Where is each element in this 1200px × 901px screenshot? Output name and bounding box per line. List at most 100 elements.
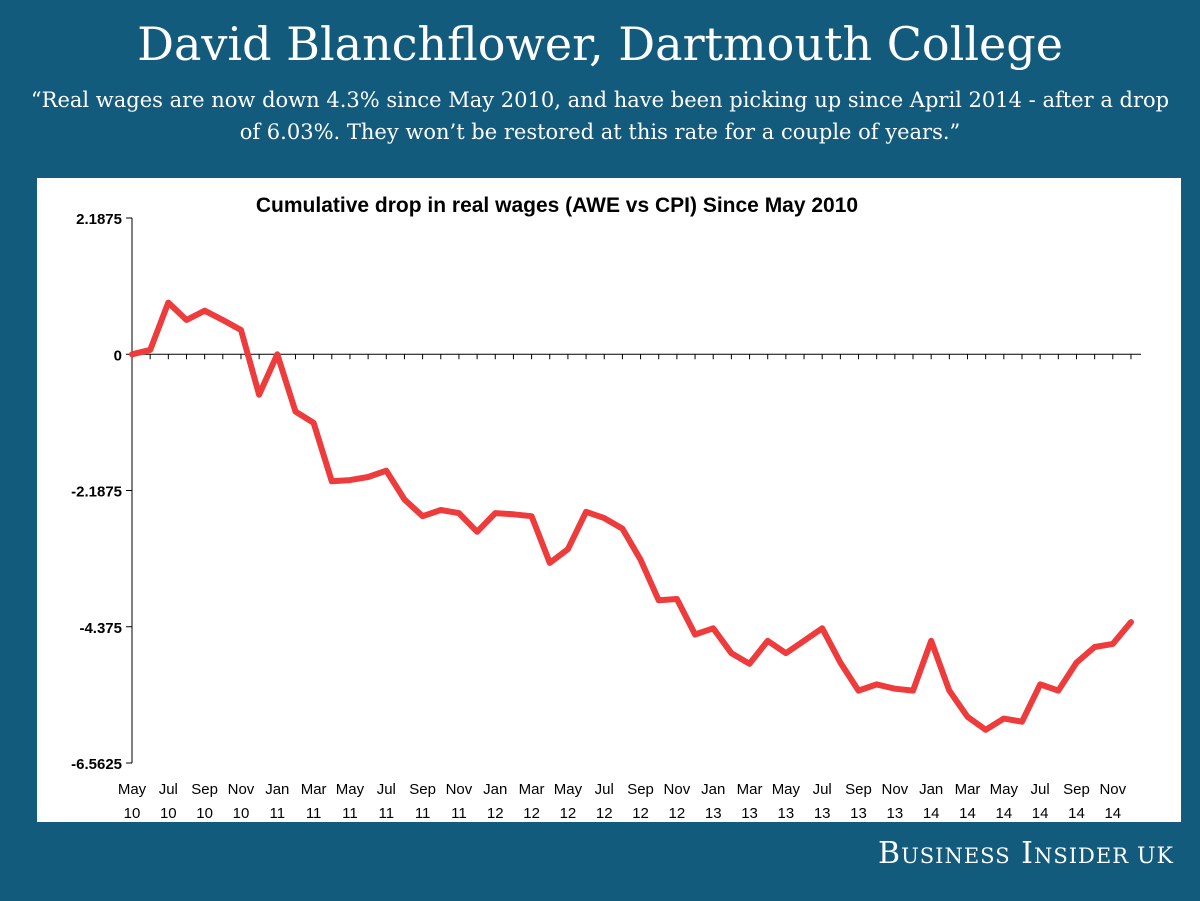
x-tick-label-month: Nov xyxy=(664,781,691,798)
data-point xyxy=(1039,683,1041,686)
data-point xyxy=(748,663,751,665)
x-tick-label-month: Jan xyxy=(483,781,507,798)
data-point xyxy=(894,687,896,690)
x-tick-label-year: 14 xyxy=(959,805,976,822)
x-tick-label-year: 10 xyxy=(233,805,250,822)
x-tick-label-year: 10 xyxy=(160,805,177,822)
data-point xyxy=(421,515,424,517)
data-point xyxy=(621,527,624,530)
data-point xyxy=(948,689,951,692)
x-tick-label-month: Sep xyxy=(845,781,872,798)
x-tick-label-month: May xyxy=(118,781,147,798)
data-point xyxy=(766,639,769,642)
x-tick-label-year: 13 xyxy=(850,805,867,822)
data-point xyxy=(240,329,242,331)
x-tick-label-month: Jan xyxy=(919,781,943,798)
x-tick-label-month: Sep xyxy=(409,781,436,798)
x-tick-label-year: 13 xyxy=(741,805,758,822)
data-point xyxy=(1075,661,1078,664)
x-tick-label-month: Mar xyxy=(519,781,545,798)
data-point xyxy=(1112,643,1114,645)
data-point xyxy=(167,301,170,304)
x-tick-label-month: Mar xyxy=(955,781,981,798)
data-point xyxy=(548,562,551,564)
x-tick-label-year: 13 xyxy=(705,805,722,822)
data-point xyxy=(222,319,224,321)
x-tick-label-year: 13 xyxy=(814,805,831,822)
data-point xyxy=(839,661,842,664)
x-tick-label-year: 10 xyxy=(196,805,213,822)
x-tick-label-month: May xyxy=(772,781,801,798)
x-tick-label-year: 14 xyxy=(1068,805,1085,822)
headline: David Blanchflower, Dartmouth College xyxy=(137,17,1063,71)
x-tick-label-month: Sep xyxy=(1063,781,1090,798)
data-point xyxy=(385,469,388,472)
data-point xyxy=(349,479,351,481)
x-tick-label-month: Mar xyxy=(301,781,327,798)
data-point xyxy=(821,627,823,630)
x-tick-label-year: 13 xyxy=(887,805,904,822)
data-point xyxy=(330,480,333,483)
x-tick-label-month: Jul xyxy=(813,781,832,798)
x-tick-label-month: Jan xyxy=(701,781,725,798)
x-tick-label-year: 14 xyxy=(995,805,1012,822)
data-point xyxy=(258,393,260,396)
y-tick-label: -4.375 xyxy=(79,620,122,637)
data-point xyxy=(530,515,533,517)
data-point xyxy=(185,319,188,321)
data-point xyxy=(512,513,515,516)
brand-logo: Business Insider UK xyxy=(878,834,1174,877)
quote-text: “Real wages are now down 4.3% since May … xyxy=(30,88,1170,144)
data-point xyxy=(403,498,406,501)
x-tick-label-month: Nov xyxy=(228,781,255,798)
x-tick-label-year: 11 xyxy=(378,805,394,822)
data-point xyxy=(1057,689,1060,692)
data-point xyxy=(458,512,460,514)
data-point xyxy=(603,517,606,519)
data-point xyxy=(585,511,587,513)
data-point xyxy=(494,512,497,514)
brand-name: Business Insider xyxy=(878,836,1130,871)
data-point xyxy=(312,421,315,424)
data-point xyxy=(857,689,860,692)
data-point xyxy=(912,689,914,692)
x-tick-label-month: Jul xyxy=(595,781,614,798)
x-tick-label-month: Jul xyxy=(159,781,178,798)
y-tick-label: 2.1875 xyxy=(76,211,122,228)
chart-axes xyxy=(131,218,1141,763)
data-point xyxy=(1021,720,1023,723)
data-point xyxy=(476,530,478,533)
x-tick-label-year: 12 xyxy=(560,805,577,822)
x-tick-label-month: Jul xyxy=(1031,781,1050,798)
chart-ticks: 2.1875 0 -2.1875 -4.375 -6.5625 May 10 Jul 10 Sep… xyxy=(71,211,1132,822)
data-point xyxy=(203,309,206,312)
x-tick-label-year: 11 xyxy=(415,805,431,822)
y-tick-label: 0 xyxy=(114,347,122,364)
data-point xyxy=(1003,717,1005,720)
chart-series xyxy=(129,299,1134,733)
x-tick-label-year: 14 xyxy=(1032,805,1049,822)
x-tick-label-month: Nov xyxy=(1099,781,1126,798)
data-point xyxy=(657,599,660,602)
x-tick-label-month: Nov xyxy=(446,781,473,798)
data-point xyxy=(875,683,878,686)
x-tick-label-month: Mar xyxy=(737,781,763,798)
x-tick-label-month: May xyxy=(990,781,1019,798)
x-tick-label-year: 11 xyxy=(306,805,322,822)
data-point xyxy=(930,639,932,642)
brand-suffix: UK xyxy=(1137,844,1174,869)
data-point xyxy=(367,476,369,478)
data-point xyxy=(730,652,733,655)
data-point xyxy=(276,353,279,356)
data-point xyxy=(1130,621,1132,623)
data-point xyxy=(712,627,715,630)
x-tick-label-year: 12 xyxy=(632,805,649,822)
data-point xyxy=(966,715,969,718)
data-point xyxy=(567,548,569,551)
x-tick-label-month: May xyxy=(336,781,365,798)
line-chart: Cumulative drop in real wages (AWE vs CP… xyxy=(71,194,1141,822)
data-point xyxy=(1093,646,1096,648)
x-tick-label-year: 12 xyxy=(487,805,504,822)
x-tick-label-month: Nov xyxy=(882,781,909,798)
data-point xyxy=(439,509,442,511)
